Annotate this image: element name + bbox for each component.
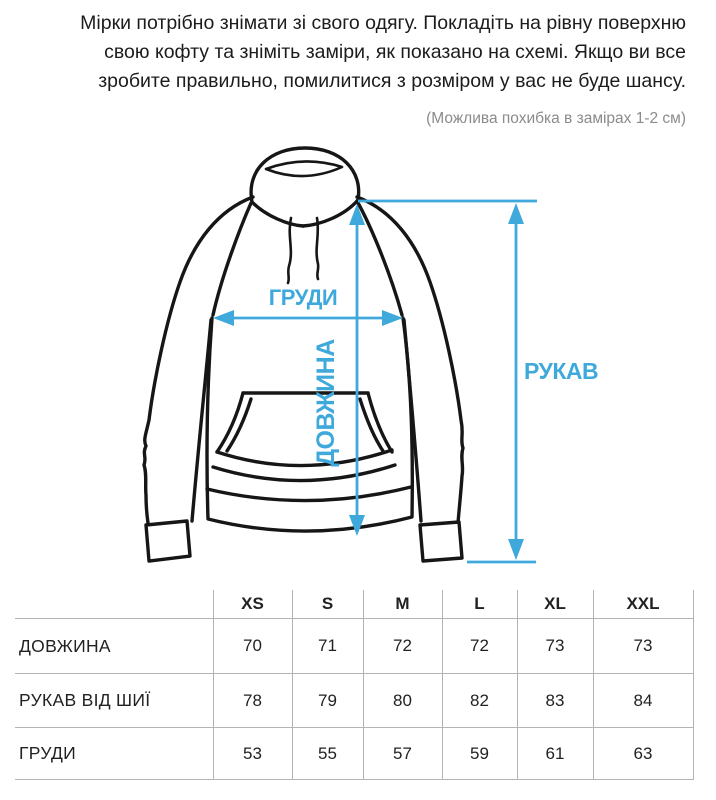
length-arrow — [349, 204, 365, 536]
size-table-corner-cell — [15, 590, 213, 619]
size-value-cell: 59 — [441, 727, 517, 780]
size-value-cell: 53 — [212, 727, 292, 780]
size-column-header: M — [362, 590, 442, 619]
size-value-cell: 63 — [592, 727, 694, 780]
row-label-cell: РУКАВ ВІД ШИЇ — [15, 673, 213, 728]
size-value-cell: 79 — [291, 673, 363, 728]
size-value-cell: 82 — [441, 673, 517, 728]
size-value-cell: 72 — [441, 618, 517, 674]
row-label-cell: ГРУДИ — [15, 727, 213, 780]
measurement-tolerance-note: (Можлива похибка в замірах 1-2 см) — [426, 110, 686, 127]
size-column-header: XL — [516, 590, 593, 619]
row-label-cell: ДОВЖИНА — [15, 618, 213, 674]
hoodie-outline — [142, 146, 465, 563]
measurement-arrows — [213, 199, 537, 564]
hoodie-measurement-diagram: ГРУДИ ДОВЖИНА РУКАВ — [142, 146, 599, 564]
length-label: ДОВЖИНА — [312, 339, 340, 467]
chest-arrow — [213, 310, 403, 326]
size-column-header: S — [291, 590, 363, 619]
size-value-cell: 72 — [362, 618, 442, 674]
size-column-header: XXL — [592, 590, 694, 619]
size-column-header: L — [441, 590, 517, 619]
size-value-cell: 73 — [592, 618, 694, 674]
size-table-header-row: XS S M L XL XXL — [15, 590, 694, 619]
size-value-cell: 80 — [362, 673, 442, 728]
chest-label: ГРУДИ — [269, 285, 337, 310]
size-value-cell: 83 — [516, 673, 593, 728]
table-row-length: ДОВЖИНА 70 71 72 72 73 73 — [15, 618, 694, 674]
size-value-cell: 84 — [592, 673, 694, 728]
size-value-cell: 70 — [212, 618, 292, 674]
table-row-chest: ГРУДИ 53 55 57 59 61 63 — [15, 727, 694, 780]
sleeve-arrow — [508, 203, 524, 560]
size-value-cell: 61 — [516, 727, 593, 780]
size-value-cell: 78 — [212, 673, 292, 728]
table-row-sleeve: РУКАВ ВІД ШИЇ 78 79 80 82 83 84 — [15, 673, 694, 728]
intro-text: Мірки потрібно знімати зі свого одягу. П… — [80, 12, 686, 92]
size-column-header: XS — [212, 590, 292, 619]
sleeve-label: РУКАВ — [524, 358, 598, 384]
size-table: XS S M L XL XXL ДОВЖИНА 70 71 72 72 73 7… — [15, 590, 694, 780]
size-value-cell: 73 — [516, 618, 593, 674]
size-value-cell: 55 — [291, 727, 363, 780]
size-value-cell: 71 — [291, 618, 363, 674]
size-value-cell: 57 — [362, 727, 442, 780]
